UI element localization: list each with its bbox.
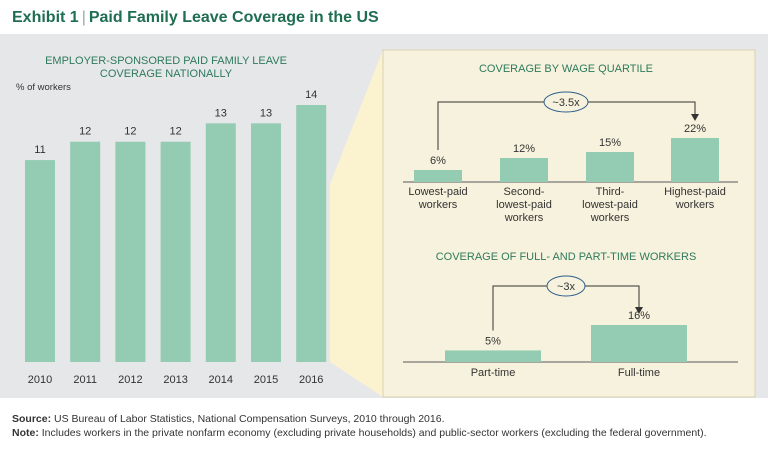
quartile-bar — [586, 152, 634, 182]
bar-year-2016 — [296, 105, 327, 362]
quartile-category-label: lowest-paid — [582, 199, 638, 211]
quartile-category-label: workers — [590, 212, 630, 224]
source-text: US Bureau of Labor Statistics, National … — [51, 413, 445, 425]
fulltime-bar-value-label: 5% — [485, 335, 501, 347]
quartile-bar — [500, 158, 548, 182]
fulltime-annotation-bubble — [546, 275, 586, 297]
title-text: Paid Family Leave Coverage in the US — [88, 9, 379, 26]
exhibit-label: Exhibit 1 — [12, 9, 79, 26]
quartile-category-label: workers — [675, 199, 715, 211]
left-chart-title-line: EMPLOYER-SPONSORED PAID FAMILY LEAVE — [45, 55, 287, 67]
note-label: Note: — [12, 427, 39, 439]
bar-value-label: 14 — [305, 89, 317, 101]
quartile-bar-value-label: 12% — [513, 143, 535, 155]
year-axis-label: 2013 — [163, 374, 187, 386]
left-y-axis-label: % of workers — [16, 82, 71, 93]
quartile-arrowhead — [691, 114, 699, 121]
fulltime-bar-value-label: 16% — [628, 310, 650, 322]
note: Note: Includes workers in the private no… — [12, 426, 756, 440]
title-separator: | — [81, 9, 86, 26]
year-axis-label: 2011 — [73, 374, 97, 386]
quartile-bar — [414, 170, 462, 182]
quartile-category-label: workers — [418, 199, 458, 211]
year-axis-label: 2015 — [254, 374, 278, 386]
exhibit-chart: EMPLOYER-SPONSORED PAID FAMILY LEAVECOVE… — [16, 49, 756, 398]
year-axis-label: 2014 — [209, 374, 233, 386]
quartile-annotation-bubble — [543, 91, 589, 113]
fulltime-arrowhead — [635, 307, 643, 314]
source-label: Source: — [12, 413, 52, 425]
fulltime-bar — [445, 350, 541, 362]
bar-value-label: 11 — [34, 144, 45, 156]
quartile-category-label: Third- — [596, 186, 625, 198]
bar-year-2011 — [70, 141, 101, 362]
bar-year-2015 — [251, 123, 281, 362]
bar-year-2013 — [160, 141, 191, 362]
year-axis-label: 2016 — [299, 374, 323, 386]
quartile-annotation-text: ~3.5x — [552, 97, 580, 109]
fulltime-annotation-text: ~3x — [557, 281, 576, 293]
quartile-category-label: workers — [504, 212, 544, 224]
note-text: Includes workers in the private nonfarm … — [38, 427, 707, 439]
bar-value-label: 13 — [260, 107, 272, 119]
bar-value-label: 12 — [79, 126, 91, 138]
source-note: Source: US Bureau of Labor Statistics, N… — [12, 412, 756, 426]
page-title: Exhibit 1 | Paid Family Leave Coverage in … — [12, 9, 379, 27]
quartile-bar-value-label: 6% — [430, 155, 446, 167]
fulltime-chart-title: COVERAGE OF FULL- AND PART-TIME WORKERS — [436, 251, 697, 263]
quartile-bar — [671, 138, 719, 182]
bar-value-label: 12 — [169, 126, 181, 138]
bar-year-2010 — [25, 160, 55, 362]
year-axis-label: 2010 — [28, 374, 52, 386]
bar-value-label: 13 — [215, 107, 227, 119]
left-chart-title-line: COVERAGE NATIONALLY — [100, 68, 233, 80]
fulltime-bar — [591, 325, 687, 362]
bar-year-2012 — [115, 141, 146, 362]
zoom-connector — [330, 50, 383, 397]
quartile-chart-title: COVERAGE BY WAGE QUARTILE — [479, 63, 653, 75]
chart-panel: EMPLOYER-SPONSORED PAID FAMILY LEAVE COVE… — [0, 34, 768, 398]
quartile-category-label: Highest-paid — [664, 186, 726, 198]
year-axis-label: 2012 — [118, 374, 142, 386]
quartile-category-label: lowest-paid — [496, 199, 552, 211]
fulltime-category-label: Part-time — [471, 367, 516, 379]
bar-year-2014 — [205, 123, 236, 362]
bar-value-label: 12 — [124, 126, 136, 138]
footnote: Source: US Bureau of Labor Statistics, N… — [12, 412, 756, 440]
quartile-bar-value-label: 15% — [599, 137, 621, 149]
fulltime-category-label: Full-time — [618, 367, 660, 379]
quartile-category-label: Second- — [504, 186, 545, 198]
quartile-bar-value-label: 22% — [684, 123, 706, 135]
quartile-category-label: Lowest-paid — [408, 186, 467, 198]
